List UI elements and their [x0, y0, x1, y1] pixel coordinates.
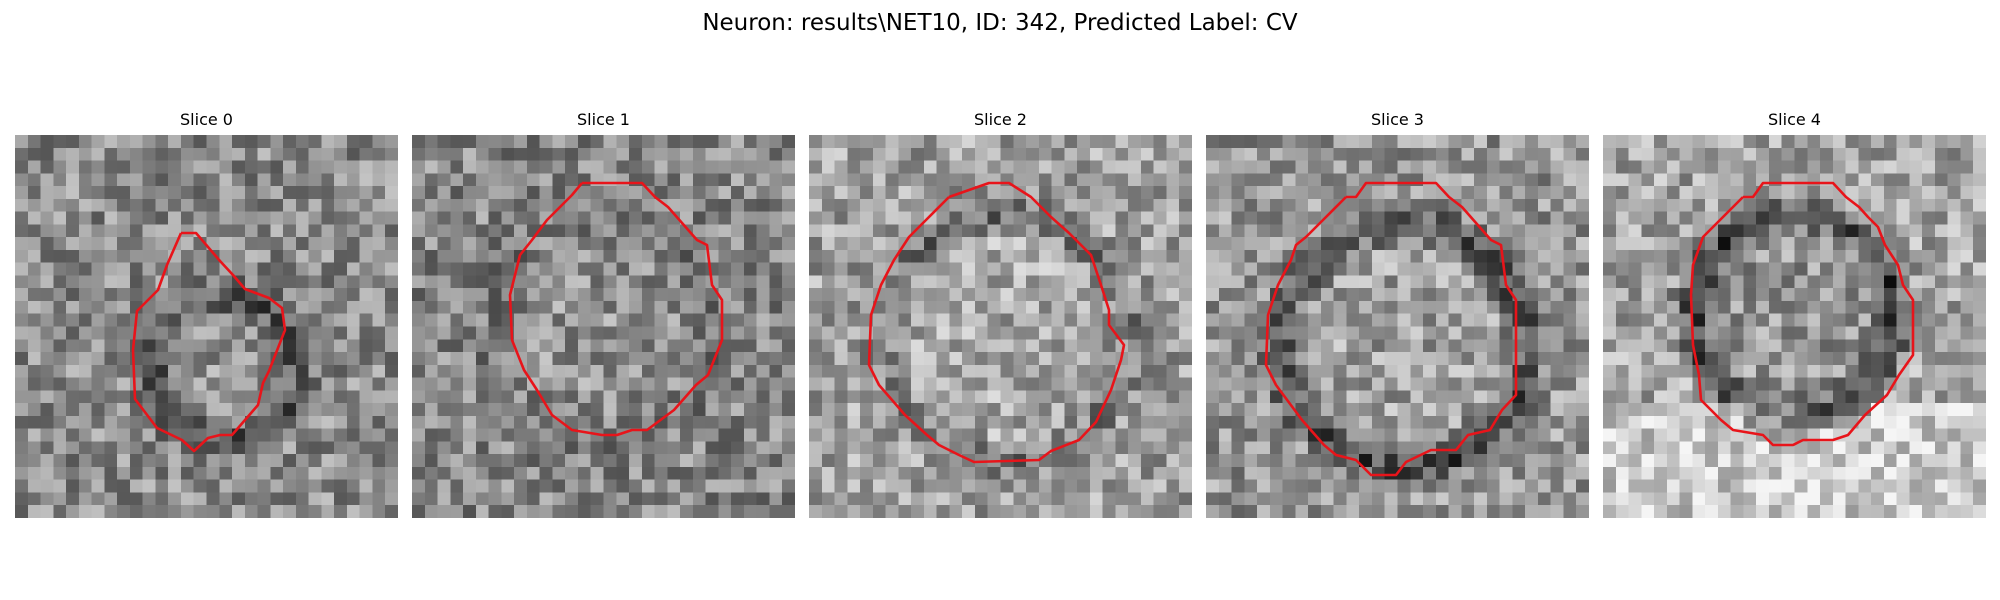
grayscale-patch-0 [15, 135, 398, 518]
slice-panel-3: Slice 3 [1206, 110, 1589, 520]
slice-title-1: Slice 1 [577, 110, 630, 129]
slice-title-0: Slice 0 [180, 110, 233, 129]
contour-overlay-4 [1689, 181, 1915, 447]
grayscale-patch-4 [1603, 135, 1986, 518]
grayscale-patch-1 [412, 135, 795, 518]
slice-image-3 [1206, 135, 1589, 518]
segmentation-contour-2 [867, 181, 1126, 464]
slice-image-0 [15, 135, 398, 518]
segmentation-contour-3 [1264, 181, 1518, 477]
segmentation-contour-0 [131, 231, 287, 453]
segmentation-contour-1 [508, 181, 724, 437]
figure-title: Neuron: results\NET10, ID: 342, Predicte… [702, 10, 1298, 36]
grayscale-patch-3 [1206, 135, 1589, 518]
contour-overlay-1 [508, 181, 724, 437]
slice-title-4: Slice 4 [1768, 110, 1821, 129]
slice-title-2: Slice 2 [974, 110, 1027, 129]
contour-overlay-0 [131, 231, 287, 453]
slice-panel-1: Slice 1 [412, 110, 795, 520]
contour-overlay-3 [1264, 181, 1518, 477]
segmentation-contour-4 [1689, 181, 1915, 447]
slice-panel-4: Slice 4 [1603, 110, 1986, 520]
contour-overlay-2 [867, 181, 1126, 464]
slice-title-3: Slice 3 [1371, 110, 1424, 129]
slice-image-4 [1603, 135, 1986, 518]
slice-panel-0: Slice 0 [15, 110, 398, 520]
slice-panel-2: Slice 2 [809, 110, 1192, 520]
slice-image-2 [809, 135, 1192, 518]
slice-image-1 [412, 135, 795, 518]
grayscale-patch-2 [809, 135, 1192, 518]
